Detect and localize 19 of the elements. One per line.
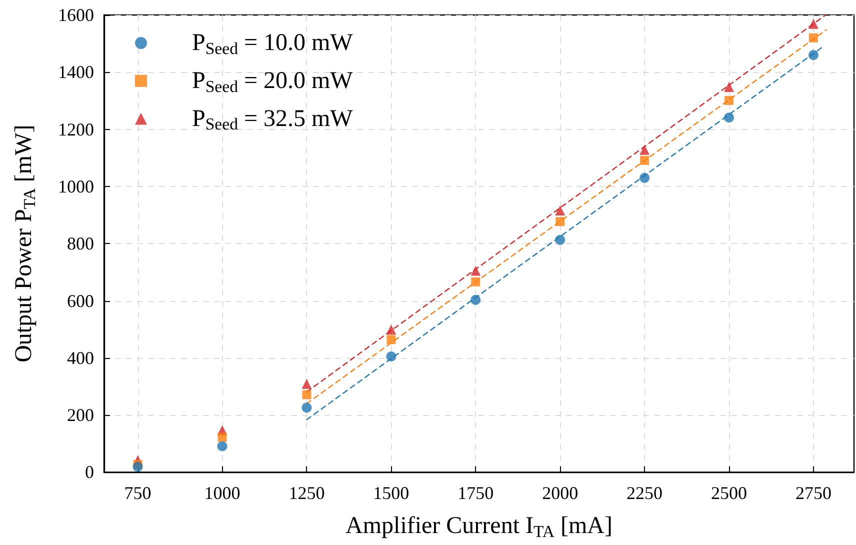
y-axis-title: Output Power PTA [mW] (11, 124, 39, 362)
y-tick-label: 800 (67, 234, 94, 254)
y-tick-label: 1600 (58, 5, 94, 25)
y-tick-label: 0 (85, 462, 94, 482)
x-tick-label: 1500 (373, 483, 410, 504)
x-tick-label: 2500 (711, 483, 747, 504)
x-tick-label: 750 (124, 483, 152, 504)
x-tick-label: 1250 (288, 483, 325, 504)
y-tick-label: 1400 (58, 62, 94, 82)
y-tick-label: 1000 (58, 176, 94, 196)
y-tick-label: 1200 (58, 119, 94, 140)
x-tick-label: 1750 (458, 483, 494, 504)
y-tick-label: 200 (67, 405, 94, 426)
y-tick-label: 400 (67, 348, 94, 368)
x-tick-label: 2000 (542, 483, 578, 504)
x-tick-label: 2250 (626, 483, 663, 504)
y-tick-label: 600 (67, 290, 94, 311)
x-tick-label: 2750 (795, 483, 832, 504)
x-tick-label: 1000 (204, 483, 240, 504)
